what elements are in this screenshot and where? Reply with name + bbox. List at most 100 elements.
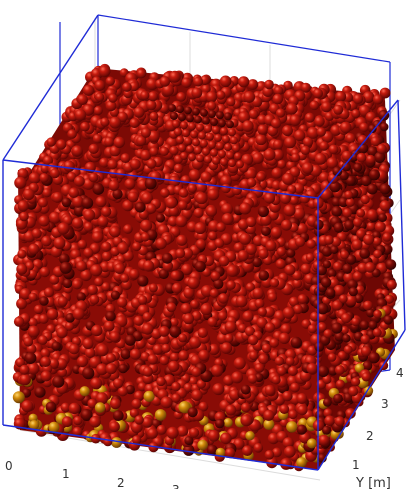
particle-sphere xyxy=(299,193,310,204)
particle-sphere xyxy=(333,393,343,404)
particle-sphere xyxy=(200,303,213,316)
particle-sphere xyxy=(292,270,303,281)
particle-sphere xyxy=(273,85,284,96)
particle-sphere xyxy=(82,367,95,380)
particle-sphere xyxy=(198,401,209,412)
particle-sphere xyxy=(169,352,180,362)
particle-sphere xyxy=(129,158,141,170)
particle-sphere xyxy=(294,236,306,248)
particle-sphere xyxy=(23,336,34,347)
particle-sphere xyxy=(293,207,306,220)
particle-sphere xyxy=(316,265,327,276)
particle-sphere xyxy=(45,401,57,413)
particle-sphere xyxy=(247,374,258,384)
particle-sphere xyxy=(266,456,278,469)
particle-sphere xyxy=(197,327,208,338)
particle-sphere xyxy=(272,447,282,458)
particle-sphere xyxy=(39,173,49,183)
particle-sphere xyxy=(181,263,193,276)
particle-sphere xyxy=(347,279,358,290)
particle-sphere xyxy=(322,425,331,435)
particle-sphere xyxy=(219,75,232,88)
particle-sphere xyxy=(98,65,111,78)
particle-sphere xyxy=(198,349,210,362)
particle-sphere xyxy=(184,436,194,446)
particle-sphere xyxy=(360,194,370,205)
particle-sphere xyxy=(92,134,103,144)
particle-sphere xyxy=(212,383,225,396)
particle-sphere xyxy=(124,178,136,190)
particle-sphere xyxy=(275,258,286,270)
particle-sphere xyxy=(160,188,170,198)
particle-sphere xyxy=(332,166,343,177)
particle-sphere xyxy=(63,160,75,172)
particle-sphere xyxy=(300,145,311,155)
particle-sphere xyxy=(143,390,155,402)
particle-sphere xyxy=(359,122,369,132)
particle-sphere xyxy=(65,321,75,331)
particle-sphere xyxy=(42,188,52,198)
particle-sphere xyxy=(146,78,159,91)
particle-sphere xyxy=(229,389,241,401)
particle-sphere xyxy=(210,271,221,281)
particle-sphere xyxy=(84,347,96,359)
particle-sphere xyxy=(101,206,112,217)
particle-sphere xyxy=(299,370,312,382)
particle-sphere xyxy=(83,209,96,221)
particle-sphere xyxy=(321,101,332,113)
particle-sphere xyxy=(319,141,329,151)
particle-sphere xyxy=(105,363,117,375)
particle-sphere xyxy=(264,192,276,204)
particle-sphere xyxy=(120,273,130,283)
particle-sphere xyxy=(155,237,167,250)
particle-sphere xyxy=(174,128,182,136)
particle-sphere xyxy=(123,250,134,262)
particle-sphere xyxy=(319,172,330,183)
particle-sphere xyxy=(88,172,99,183)
particle-sphere xyxy=(178,401,191,414)
particle-sphere xyxy=(129,268,140,280)
particle-sphere xyxy=(285,356,295,366)
particle-sphere xyxy=(92,183,105,195)
particle-sphere xyxy=(245,282,255,292)
particle-sphere xyxy=(289,195,299,205)
particle-sphere xyxy=(188,153,196,162)
particle-sphere xyxy=(220,127,228,136)
particle-sphere xyxy=(326,288,336,298)
particle-sphere xyxy=(129,408,139,418)
particle-sphere xyxy=(210,148,218,157)
particle-sphere xyxy=(314,252,324,261)
particle-sphere xyxy=(188,376,198,386)
particle-sphere xyxy=(209,288,219,298)
particle-sphere xyxy=(72,279,83,290)
particle-sphere xyxy=(265,240,277,252)
particle-sphere xyxy=(67,129,77,139)
particle-sphere xyxy=(246,177,257,188)
particle-sphere xyxy=(132,435,142,445)
particle-sphere xyxy=(101,282,111,292)
particle-sphere xyxy=(313,88,323,99)
particle-sphere xyxy=(46,137,56,147)
particle-sphere xyxy=(105,100,117,112)
particle-sphere xyxy=(176,136,184,144)
particle-sphere xyxy=(159,355,170,366)
particle-sphere xyxy=(142,366,153,377)
particle-sphere xyxy=(320,188,332,200)
particle-sphere xyxy=(221,183,231,194)
particle-sphere xyxy=(175,248,186,259)
particle-sphere xyxy=(39,296,49,306)
particle-sphere xyxy=(108,180,120,191)
particle-sphere xyxy=(296,424,307,435)
particle-sphere xyxy=(96,363,108,376)
x-axis-ticks: 0 1 2 3 xyxy=(5,459,180,489)
particle-sphere xyxy=(218,293,229,304)
particle-sphere xyxy=(162,260,174,272)
particle-sphere xyxy=(188,122,196,131)
particle-sphere xyxy=(341,162,351,172)
particle-sphere xyxy=(28,292,38,302)
particle-sphere xyxy=(166,302,177,313)
particle-sphere xyxy=(74,109,87,121)
particle-sphere xyxy=(216,90,226,100)
particle-sphere xyxy=(175,215,188,228)
particle-sphere xyxy=(378,109,390,121)
